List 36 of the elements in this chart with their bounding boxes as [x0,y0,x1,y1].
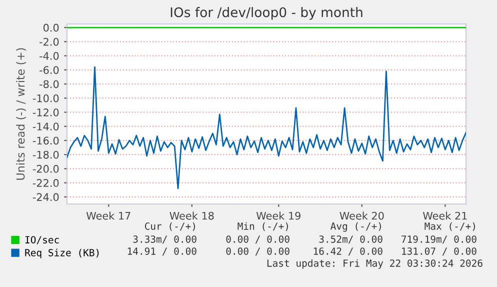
text: 3.52m/ 0.00 [319,235,382,244]
x-tick-label: Week 18 [170,212,214,220]
text: Min (-/+) [238,222,288,231]
text: 0.00 / 0.00 [226,235,290,244]
y-tick-label: -8.0 [40,80,59,88]
x-tick-label: Week 21 [422,212,467,220]
y-tick-label: -14.0 [32,122,59,130]
legend-label: Req Size (KB) [25,248,99,258]
y-tick-label: -22.0 [32,179,59,187]
line-series [67,66,466,190]
y-axis-title: Units read (-) / write (+) [16,48,26,180]
x-tick-label: Week 17 [86,212,130,220]
y-tick-label: 0.0 [43,24,59,32]
y-tick-label: -12.0 [32,108,59,116]
text: 3.33m/ 0.00 [133,235,196,244]
text: 14.91 / 0.00 [128,247,196,256]
x-tick-label: Week 20 [340,212,384,220]
text: Cur (-/+) [144,222,195,231]
y-tick-label: -6.0 [40,66,59,74]
y-tick-label: -10.0 [32,94,59,102]
chart-title: IOs for /dev/loop0 - by month [170,7,362,20]
y-tick-label: -24.0 [32,193,59,202]
y-tick-label: -2.0 [40,38,59,46]
text: 0.00 / 0.00 [226,247,290,256]
y-tick-label: -20.0 [32,164,59,173]
text: 16.42 / 0.00 [314,247,382,256]
y-tick-label: -4.0 [40,52,59,60]
legend-label: IO/sec [25,236,59,244]
text: 131.07 / 0.00 [402,247,476,256]
y-tick-label: -18.0 [32,150,59,159]
x-tick-label: Week 19 [256,212,300,220]
text: Last update: Fri May 22 03:30:24 2026 [267,259,482,269]
y-tick-label: -16.0 [32,136,59,145]
text: Avg (-/+) [330,222,381,232]
text: Max (-/+) [424,222,475,231]
text: 719.19m/ 0.00 [402,235,476,244]
